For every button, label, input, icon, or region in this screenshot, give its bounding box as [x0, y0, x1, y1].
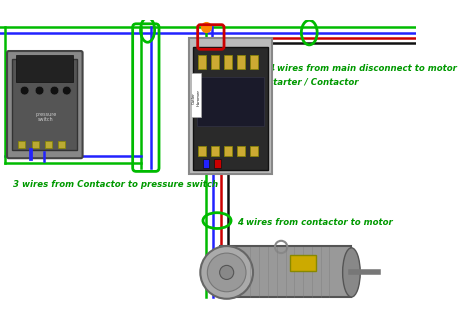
Bar [224, 54, 232, 68]
Circle shape [20, 86, 29, 95]
Bar [219, 246, 351, 297]
Text: 4 wires from contactor to motor: 4 wires from contactor to motor [237, 218, 393, 227]
Text: 4 wires from main disconnect to motor: 4 wires from main disconnect to motor [268, 64, 457, 73]
Bar [214, 159, 220, 168]
Bar [237, 54, 245, 68]
Bar [189, 38, 273, 174]
Text: pressure
switch: pressure switch [35, 112, 56, 122]
Bar [198, 146, 206, 156]
Circle shape [35, 86, 44, 95]
Bar [16, 55, 73, 82]
Bar [237, 146, 245, 156]
Circle shape [63, 86, 71, 95]
Circle shape [219, 266, 234, 280]
FancyBboxPatch shape [7, 51, 82, 158]
Bar [224, 146, 232, 156]
Text: Cutler
Hammer: Cutler Hammer [191, 89, 200, 106]
Text: starter / Contactor: starter / Contactor [268, 77, 358, 87]
Circle shape [201, 246, 253, 299]
Circle shape [50, 86, 59, 95]
Bar [191, 73, 201, 117]
Bar [211, 54, 219, 68]
Bar [197, 77, 264, 126]
Bar [45, 141, 52, 148]
Bar [290, 255, 316, 271]
Bar [203, 159, 209, 168]
Bar [211, 146, 219, 156]
Bar [32, 141, 39, 148]
Text: 3 wires from Contactor to pressure switch: 3 wires from Contactor to pressure switc… [13, 180, 219, 189]
Bar [193, 47, 268, 170]
Circle shape [207, 253, 246, 292]
Ellipse shape [343, 248, 360, 297]
Bar [18, 141, 26, 148]
Bar [12, 59, 77, 150]
Bar [58, 141, 65, 148]
Bar [198, 54, 206, 68]
Bar [250, 54, 258, 68]
Bar [250, 146, 258, 156]
